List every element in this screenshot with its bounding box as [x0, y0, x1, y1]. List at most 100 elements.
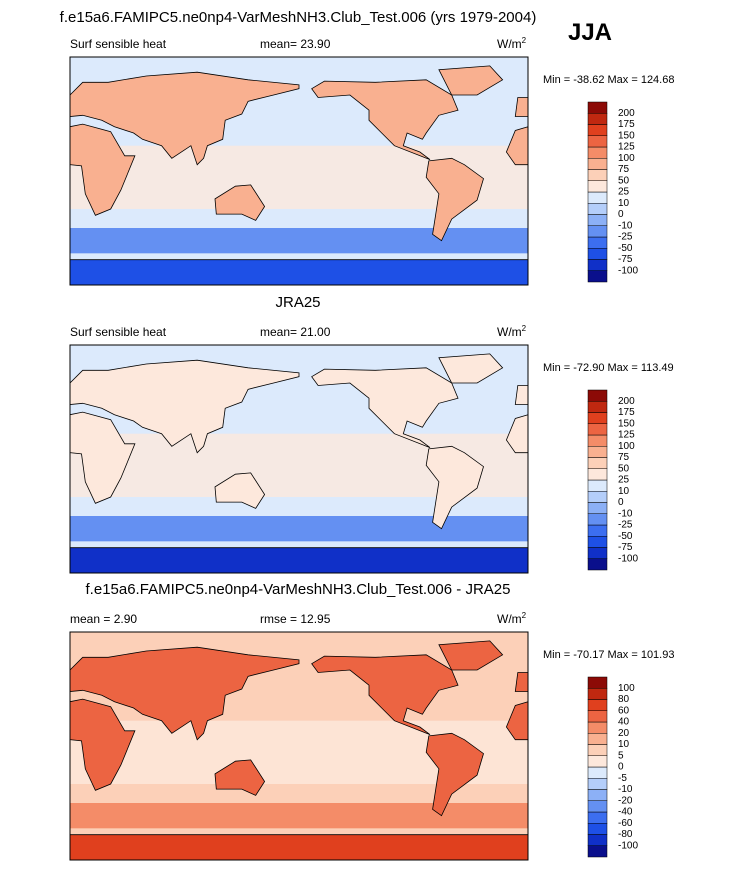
colorbar-box: [587, 688, 608, 700]
panel-center-label: rmse = 12.95: [260, 612, 331, 626]
southern-ocean-band: [70, 803, 528, 829]
colorbar-label: 10: [618, 486, 630, 497]
colorbar-box: [587, 524, 608, 537]
colorbar-box: [587, 457, 608, 469]
colorbar-box: [587, 699, 608, 711]
colorbar-box: [587, 547, 608, 559]
colorbar-label: -10: [618, 508, 633, 519]
continent: [311, 367, 459, 448]
units-superscript: 2: [522, 324, 527, 333]
continent: [425, 445, 484, 530]
continent: [214, 472, 266, 509]
colorbar-label: 25: [618, 187, 630, 198]
colorbar-box: [587, 536, 608, 548]
colorbar-box: [587, 401, 608, 413]
colorbar-box: [587, 789, 608, 801]
colorbar-box: [587, 733, 608, 745]
continent: [69, 359, 300, 454]
units-superscript: 2: [522, 611, 527, 620]
map-frame: [69, 344, 529, 574]
colorbar-label: 200: [618, 396, 635, 407]
colorbar-label: 20: [618, 728, 630, 739]
colorbar-label: 100: [618, 683, 635, 694]
continent: [69, 71, 300, 166]
colorbar-label: 10: [618, 198, 630, 209]
colorbar-label: 10: [618, 739, 630, 750]
continent: [69, 123, 136, 216]
continent: [438, 353, 504, 384]
panel-title: f.e15a6.FAMIPC5.ne0np4-VarMeshNH3.Club_T…: [86, 581, 511, 598]
southern-ocean-band: [70, 516, 528, 542]
min-max-label: Min = -38.62 Max = 124.68: [543, 74, 674, 86]
colorbar-label: 40: [618, 717, 630, 728]
colorbar-box: [587, 676, 608, 689]
colorbar-label: 125: [618, 430, 635, 441]
colorbar-label: 0: [618, 209, 624, 220]
colorbar-box: [587, 146, 608, 159]
colorbar-label: 175: [618, 119, 635, 130]
continent: [438, 640, 504, 671]
units: W/m: [497, 37, 522, 51]
colorbar-label: 150: [618, 130, 635, 141]
continent: [425, 732, 484, 817]
panel-left-label: Surf sensible heat: [70, 37, 167, 51]
panel-left-label: Surf sensible heat: [70, 325, 167, 339]
antarctica: [69, 547, 529, 574]
units: W/m: [497, 325, 522, 339]
colorbar-label: 60: [618, 705, 630, 716]
units-label: W/m2: [497, 324, 527, 339]
colorbar-label: -25: [618, 232, 633, 243]
colorbar-box: [587, 755, 608, 768]
continent: [214, 759, 266, 796]
continent: [425, 157, 484, 242]
colorbar-box: [587, 446, 608, 458]
colorbar-box: [587, 248, 608, 260]
colorbar-box: [587, 434, 608, 447]
colorbar-label: -50: [618, 243, 633, 254]
colorbar-box: [587, 811, 608, 824]
colorbar-box: [587, 513, 608, 526]
colorbar-label: -50: [618, 531, 633, 542]
colorbar-label: 200: [618, 108, 635, 119]
colorbar-label: 5: [618, 750, 624, 761]
panel-center-label: mean= 23.90: [260, 37, 331, 51]
colorbar-box: [587, 259, 608, 271]
units-label: W/m2: [497, 611, 527, 626]
colorbar-box: [587, 423, 608, 436]
colorbar-label: 175: [618, 407, 635, 418]
continent: [214, 184, 266, 221]
colorbar-box: [587, 491, 608, 503]
panel-center-label: mean= 21.00: [260, 325, 331, 339]
continent: [514, 672, 529, 692]
continent: [69, 411, 136, 504]
continent: [69, 698, 136, 791]
colorbar-label: 0: [618, 497, 624, 508]
colorbar-label: 100: [618, 441, 635, 452]
map: [69, 56, 529, 286]
colorbar-label: -10: [618, 220, 633, 231]
colorbar-box: [587, 479, 608, 492]
continent: [438, 65, 504, 96]
colorbar-label: 100: [618, 153, 635, 164]
min-max-label: Min = -70.17 Max = 101.93: [543, 649, 674, 661]
colorbar-box: [587, 744, 608, 756]
units-superscript: 2: [522, 36, 527, 45]
colorbar-label: -80: [618, 829, 633, 840]
colorbar-label: 0: [618, 762, 624, 773]
colorbar-box: [587, 236, 608, 249]
colorbar-box: [587, 158, 608, 170]
panel-title: JRA25: [275, 294, 320, 311]
map-frame: [69, 56, 529, 286]
continent: [514, 385, 529, 405]
colorbar-label: 75: [618, 164, 630, 175]
colorbar-label: 75: [618, 452, 630, 463]
units: W/m: [497, 612, 522, 626]
colorbar-label: -20: [618, 795, 633, 806]
colorbar-label: 50: [618, 175, 630, 186]
colorbar-label: -25: [618, 520, 633, 531]
colorbar-box: [587, 191, 608, 204]
colorbar-box: [587, 823, 608, 835]
colorbar-label: -100: [618, 840, 638, 851]
colorbar-label: 25: [618, 475, 630, 486]
